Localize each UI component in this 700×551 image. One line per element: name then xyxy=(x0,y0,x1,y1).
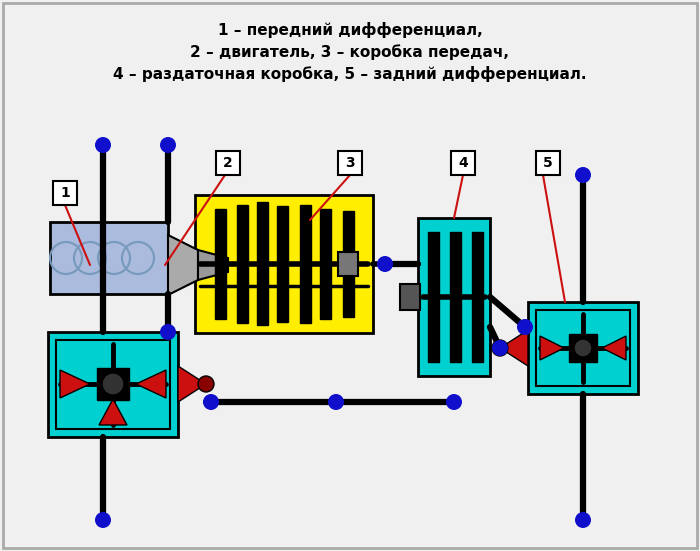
Bar xyxy=(536,310,630,386)
Text: 1: 1 xyxy=(60,186,70,200)
Circle shape xyxy=(203,394,219,410)
Bar xyxy=(400,284,420,310)
Circle shape xyxy=(446,394,462,410)
Bar xyxy=(428,232,439,362)
Text: 2: 2 xyxy=(223,156,233,170)
Bar xyxy=(338,252,358,276)
Text: 2 – двигатель, 3 – коробка передач,: 2 – двигатель, 3 – коробка передач, xyxy=(190,44,510,60)
Bar xyxy=(215,209,226,319)
Circle shape xyxy=(95,137,111,153)
Bar xyxy=(53,181,77,205)
Bar xyxy=(195,195,373,333)
Text: 1 – передний дифференциал,: 1 – передний дифференциал, xyxy=(218,22,482,38)
Text: 5: 5 xyxy=(543,156,553,170)
Text: 4: 4 xyxy=(458,156,468,170)
Bar xyxy=(216,151,240,175)
Bar xyxy=(56,340,170,429)
Polygon shape xyxy=(602,336,626,360)
Bar xyxy=(48,332,178,437)
Circle shape xyxy=(102,373,124,395)
Bar xyxy=(472,232,483,362)
Circle shape xyxy=(160,324,176,340)
Bar xyxy=(237,205,248,323)
Circle shape xyxy=(160,137,176,153)
Circle shape xyxy=(492,340,508,356)
Polygon shape xyxy=(136,370,166,398)
Circle shape xyxy=(492,340,508,356)
Bar xyxy=(277,206,288,322)
Bar xyxy=(343,211,354,317)
Bar xyxy=(451,151,475,175)
Bar xyxy=(97,368,129,400)
Polygon shape xyxy=(198,250,228,280)
Bar xyxy=(257,202,268,325)
Polygon shape xyxy=(500,330,528,366)
Bar xyxy=(50,222,168,294)
Polygon shape xyxy=(60,370,90,398)
Circle shape xyxy=(377,256,393,272)
Polygon shape xyxy=(99,399,127,425)
Bar xyxy=(338,151,362,175)
Circle shape xyxy=(575,167,591,183)
Bar xyxy=(450,232,461,362)
Bar xyxy=(320,209,331,319)
Bar xyxy=(300,205,311,323)
Circle shape xyxy=(328,394,344,410)
Bar xyxy=(536,151,560,175)
Circle shape xyxy=(575,512,591,528)
Polygon shape xyxy=(178,366,206,402)
Text: 4 – раздаточная коробка, 5 – задний дифференциал.: 4 – раздаточная коробка, 5 – задний дифф… xyxy=(113,66,587,82)
Bar xyxy=(528,302,638,394)
Circle shape xyxy=(95,512,111,528)
Circle shape xyxy=(517,319,533,335)
Bar xyxy=(418,218,490,376)
Polygon shape xyxy=(540,336,564,360)
Circle shape xyxy=(574,339,592,357)
Text: 3: 3 xyxy=(345,156,355,170)
Bar xyxy=(569,334,597,362)
Circle shape xyxy=(198,376,214,392)
Polygon shape xyxy=(168,235,198,295)
